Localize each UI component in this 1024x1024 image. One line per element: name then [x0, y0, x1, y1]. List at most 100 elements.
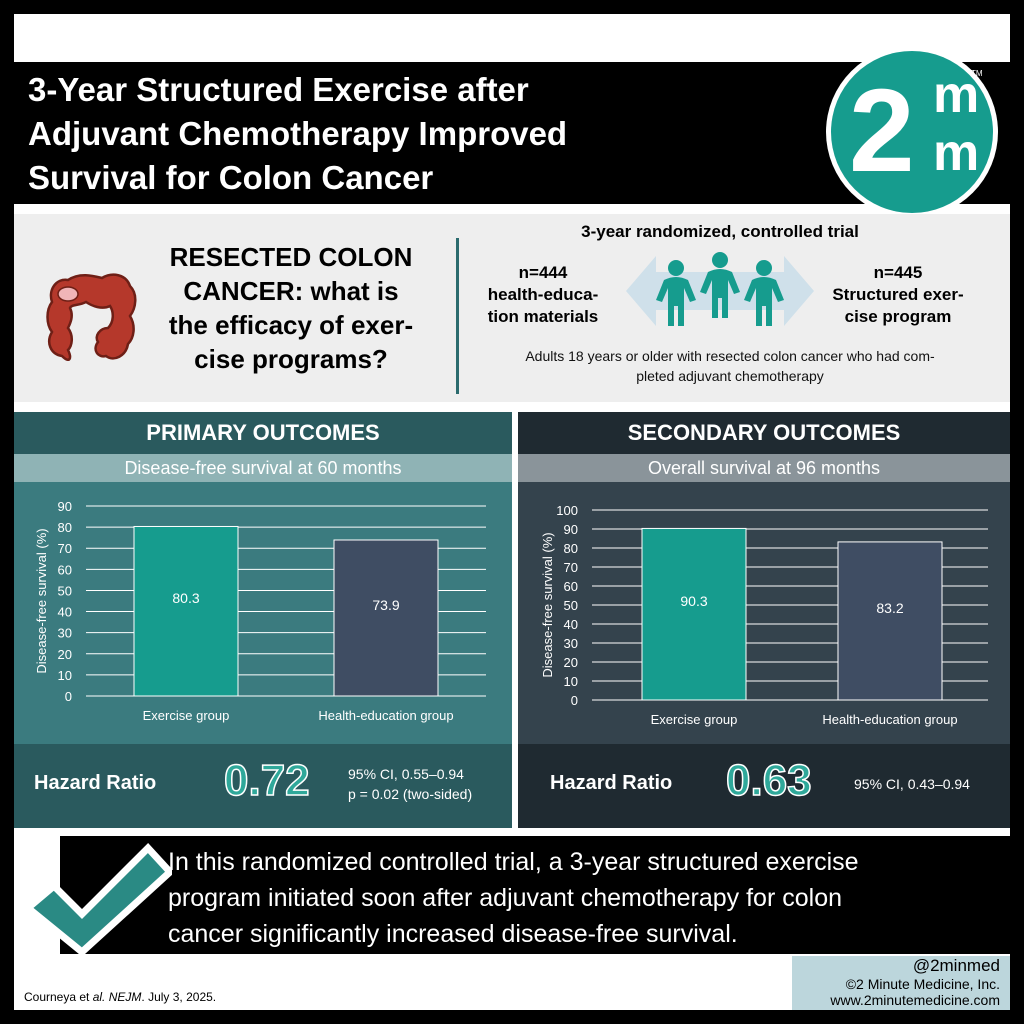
bar-health-education — [333, 539, 439, 697]
secondary-outcome-subheading: Overall survival at 96 months — [518, 454, 1010, 482]
page-title: 3-Year Structured Exercise after Adjuvan… — [28, 68, 788, 200]
y-tick-label: 60 — [564, 579, 578, 594]
arm-line: tion materials — [487, 307, 599, 326]
hazard-ratio-value: 0.72 — [223, 755, 310, 806]
bar-value-label: 83.2 — [876, 600, 903, 616]
y-axis-label: Disease-free survival (%) — [34, 528, 49, 673]
conclusion-box — [60, 836, 1010, 954]
y-tick-label: 90 — [58, 499, 72, 514]
conclusion-line: program initiated soon after adjuvant ch… — [168, 884, 842, 912]
website-link[interactable]: www.2minutemedicine.com — [830, 992, 1000, 1008]
colon-icon — [46, 273, 137, 361]
y-tick-label: 90 — [564, 522, 578, 537]
confidence-interval: 95% CI, 0.43–0.94 — [854, 774, 970, 794]
bar-value-label: 90.3 — [680, 593, 707, 609]
y-tick-label: 70 — [564, 560, 578, 575]
ci-line: 95% CI, 0.43–0.94 — [854, 776, 970, 792]
arm-line: n=445 — [873, 263, 923, 282]
people-group-icon — [626, 252, 814, 326]
y-tick-label: 30 — [58, 626, 72, 641]
secondary-chart-area: 0 10 20 30 40 50 60 70 80 90 100 Disease-free survi… — [518, 482, 1010, 744]
y-tick-label: 50 — [564, 598, 578, 613]
y-tick-label: 10 — [564, 674, 578, 689]
bar-exercise — [133, 525, 239, 697]
citation-journal: al. NEJM — [92, 990, 142, 1004]
copyright: ©2 Minute Medicine, Inc. — [845, 976, 1000, 992]
population-line: pleted adjuvant chemotherapy — [636, 368, 824, 384]
conclusion-line: cancer significantly increased disease-f… — [168, 920, 738, 948]
secondary-outcomes-panel: SECONDARY OUTCOMES Overall survival at 9… — [518, 412, 1010, 828]
ci-line: 95% CI, 0.55–0.94 — [348, 766, 464, 782]
arm-line: n=444 — [518, 263, 568, 282]
population-description: Adults 18 years or older with resected c… — [480, 346, 980, 386]
citation: Courneya et al. NEJM. July 3, 2025. — [24, 990, 216, 1004]
bar-health-education — [837, 541, 943, 701]
divider — [456, 238, 459, 394]
y-axis-label: Disease-free survival (%) — [540, 532, 555, 677]
arm-line: cise program — [844, 307, 952, 326]
y-tick-label: 80 — [564, 541, 578, 556]
logo-circle: 2 m m TM — [831, 51, 993, 213]
logo-letter-bottom: m — [933, 124, 980, 182]
primary-outcomes-panel: PRIMARY OUTCOMES Disease-free survival a… — [14, 412, 512, 828]
y-tick-label: 40 — [564, 617, 578, 632]
x-category-label: Health-education group — [822, 712, 957, 727]
primary-hazard-ratio-box: Hazard Ratio 0.72 95% CI, 0.55–0.94 p = … — [14, 744, 512, 828]
conclusion-line: In this randomized controlled trial, a 3… — [168, 848, 859, 876]
control-arm-label: n=444 health-educa- tion materials — [468, 262, 618, 328]
intro-section — [14, 214, 1010, 402]
logo-trademark: TM — [971, 69, 983, 78]
y-tick-label: 100 — [556, 503, 578, 518]
primary-outcomes-heading: PRIMARY OUTCOMES — [14, 412, 512, 454]
title-line: 3-Year Structured Exercise after — [28, 71, 529, 108]
credits-box: @2minmed ©2 Minute Medicine, Inc. www.2m… — [792, 956, 1010, 1010]
logo-2minutemedicine: 2 m m TM — [826, 46, 998, 218]
y-tick-label: 20 — [564, 655, 578, 670]
arm-line: Structured exer- — [832, 285, 964, 304]
y-tick-label: 0 — [571, 693, 578, 708]
logo-digit: 2 — [849, 65, 915, 197]
x-category-label: Exercise group — [143, 708, 230, 723]
question-line: cise programs? — [194, 344, 388, 374]
confidence-interval: 95% CI, 0.55–0.94 p = 0.02 (two-sided) — [348, 764, 472, 804]
y-tick-label: 60 — [58, 562, 72, 577]
study-question: RESECTED COLON CANCER: what is the effic… — [146, 240, 436, 376]
secondary-outcomes-heading: SECONDARY OUTCOMES — [518, 412, 1010, 454]
title-line: Adjuvant Chemotherapy Improved — [28, 115, 568, 152]
y-tick-label: 70 — [58, 541, 72, 556]
primary-chart-area: 0 10 20 30 40 50 60 70 80 90 Disease-free survival… — [14, 482, 512, 744]
arm-line: health-educa- — [487, 285, 599, 304]
trial-design-title: 3-year randomized, controlled trial — [581, 222, 859, 241]
population-line: Adults 18 years or older with resected c… — [525, 348, 935, 364]
logo-letter-top: m — [933, 66, 980, 124]
y-tick-label: 0 — [65, 689, 72, 704]
citation-date: . July 3, 2025. — [141, 990, 217, 1004]
hazard-ratio-value: 0.63 — [725, 755, 812, 806]
exercise-arm-label: n=445 Structured exer- cise program — [818, 262, 978, 328]
primary-outcome-subheading: Disease-free survival at 60 months — [14, 454, 512, 482]
question-line: the efficacy of exer- — [168, 310, 414, 340]
primary-bar-chart: 0 10 20 30 40 50 60 70 80 90 Disease-free survival… — [34, 499, 486, 723]
y-tick-label: 10 — [58, 668, 72, 683]
y-tick-label: 80 — [58, 520, 72, 535]
hazard-ratio-label: Hazard Ratio — [550, 772, 673, 794]
bar-value-label: 80.3 — [172, 590, 199, 606]
y-tick-label: 40 — [58, 605, 72, 620]
question-line: RESECTED COLON — [169, 242, 413, 272]
secondary-hazard-ratio-box: Hazard Ratio 0.63 95% CI, 0.43–0.94 — [518, 744, 1010, 828]
bar-exercise — [641, 527, 747, 701]
x-category-label: Health-education group — [318, 708, 453, 723]
title-line: Survival for Colon Cancer — [28, 159, 434, 196]
hazard-ratio-label: Hazard Ratio — [34, 772, 157, 794]
bar-value-label: 73.9 — [372, 597, 399, 613]
y-tick-label: 30 — [564, 636, 578, 651]
question-line: CANCER: what is — [183, 276, 399, 306]
citation-authors: Courneya et — [24, 990, 93, 1004]
conclusion-text: In this randomized controlled trial, a 3… — [168, 844, 988, 952]
social-handle: @2minmed — [912, 956, 1000, 975]
p-value-line: p = 0.02 (two-sided) — [348, 786, 473, 802]
checkmark-icon — [22, 842, 172, 957]
y-tick-label: 50 — [58, 583, 72, 598]
x-category-label: Exercise group — [651, 712, 738, 727]
